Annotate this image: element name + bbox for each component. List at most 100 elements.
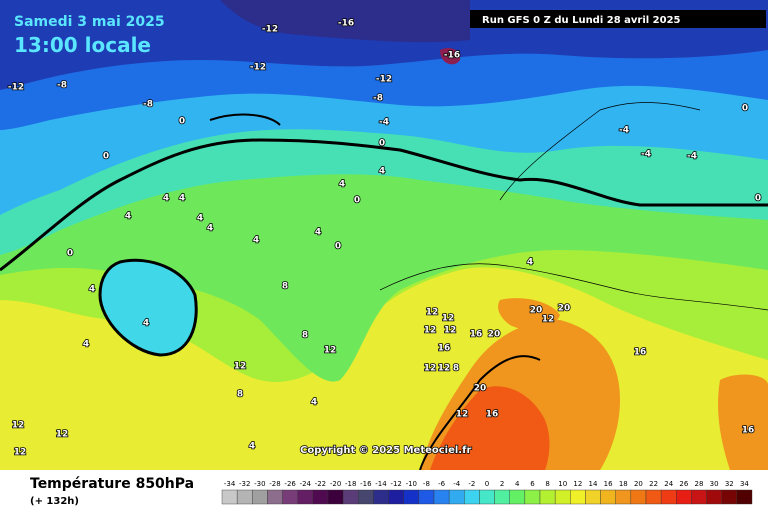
scale-swatch: [433, 489, 450, 505]
scale-label: 2: [500, 480, 504, 488]
contour-label: 16: [742, 426, 755, 436]
scale-label: 8: [545, 480, 549, 488]
scale-label: 28: [695, 480, 704, 488]
scale-swatch: [252, 489, 268, 505]
contour-label: 4: [207, 224, 213, 234]
contour-label: -8: [57, 81, 67, 91]
contour-label: 16: [438, 344, 451, 354]
red-field: [430, 386, 550, 470]
scale-swatch: [509, 489, 526, 505]
contour-label: 8: [302, 331, 308, 341]
contour-label: 4: [83, 340, 89, 350]
date: Samedi 3 mai 2025: [14, 14, 165, 30]
scale-label: 12: [573, 480, 582, 488]
scale-label: -34: [224, 480, 236, 488]
scale-swatch: [297, 489, 314, 505]
contour-label: 16: [634, 348, 647, 358]
scale-swatch: [691, 489, 707, 505]
scale-label: 16: [604, 480, 613, 488]
scale-swatch: [600, 489, 616, 505]
contour-label: -4: [687, 152, 697, 162]
scale-swatch: [630, 489, 647, 505]
scale-label: 24: [664, 480, 673, 488]
scale-swatch: [388, 489, 404, 505]
contour-label: 12: [426, 308, 439, 318]
contour-label: 12: [456, 410, 469, 420]
orange-spot: [498, 298, 560, 331]
scale-swatch: [403, 489, 420, 505]
scale-swatch: [645, 489, 662, 505]
contour-line: [209, 113, 541, 471]
contours: [0, 102, 768, 471]
contour-label: 12: [424, 364, 437, 374]
scale-label: 6: [530, 480, 535, 488]
time: 13:00 locale: [14, 33, 151, 57]
contour-label: -12: [8, 83, 24, 93]
contour-label: 4: [311, 398, 317, 408]
scale-label: -32: [239, 480, 250, 488]
footer-title: Température 850hPa: [30, 476, 194, 492]
contour-label: -16: [444, 51, 460, 61]
scale-swatch: [236, 489, 253, 505]
scale-swatch: [494, 489, 510, 505]
scale-label: 14: [589, 480, 598, 488]
contour-label: 4: [163, 194, 169, 204]
contour-label: 12: [542, 315, 555, 325]
scale-swatch: [539, 489, 556, 505]
scale-swatch: [312, 489, 329, 505]
run-info: Run GFS 0 Z du Lundi 28 avril 2025: [482, 15, 681, 26]
scale-label: -12: [390, 480, 401, 488]
contour-label: 12: [12, 421, 25, 431]
zero-contour: [0, 138, 768, 272]
scale-swatch: [464, 489, 480, 505]
contour-label: 0: [179, 117, 185, 127]
contour-label: 12: [56, 430, 69, 440]
scale-swatch: [448, 489, 465, 505]
scale-swatch: [373, 489, 389, 505]
scale-label: -20: [330, 480, 341, 488]
contour-label: 0: [379, 139, 385, 149]
contour-label: -8: [143, 100, 153, 110]
contour-label: 4: [315, 228, 321, 238]
contour-label: -4: [619, 126, 629, 136]
contour-label: 4: [379, 167, 385, 177]
contour-label: 4: [527, 258, 533, 268]
cold-spot: [440, 48, 461, 65]
contour-label: 8: [453, 364, 459, 374]
scale-label: -6: [438, 480, 446, 488]
contour-label: 20: [474, 384, 487, 394]
scale-label: -26: [284, 480, 296, 488]
scale-label: -14: [375, 480, 387, 488]
contour-label: 4: [179, 194, 185, 204]
scale-swatch: [660, 489, 677, 505]
scale-swatch: [358, 489, 374, 505]
footer-lead: (+ 132h): [30, 496, 79, 507]
contour-label: 4: [89, 285, 95, 295]
scale-label: 30: [710, 480, 719, 488]
contour-label: 16: [486, 410, 499, 420]
copyright: Copyright © 2025 Meteociel.fr: [300, 445, 471, 456]
scale-label: -10: [406, 480, 417, 488]
scale-label: 10: [558, 480, 567, 488]
contour-label: 4: [253, 236, 259, 246]
contour-label: 20: [530, 306, 543, 316]
scale-label: -4: [453, 480, 461, 488]
scale-label: -16: [360, 480, 372, 488]
contour-label: -12: [376, 75, 392, 85]
scale-swatch: [479, 489, 495, 505]
cold-core: [220, 0, 470, 43]
contour-label: 0: [67, 249, 73, 259]
scale-label: -8: [423, 480, 430, 488]
contour-label: 12: [424, 326, 437, 336]
contour-label: 8: [282, 282, 288, 292]
scale-label: -22: [315, 480, 326, 488]
orange-east: [718, 374, 768, 470]
contour-label: 12: [444, 326, 457, 336]
scale-swatch: [418, 489, 435, 505]
scale-swatch: [736, 489, 753, 505]
contour-label: 4: [249, 442, 255, 452]
contour-label: -4: [379, 118, 389, 128]
scale-label: 0: [485, 480, 489, 488]
scale-label: 4: [515, 480, 520, 488]
